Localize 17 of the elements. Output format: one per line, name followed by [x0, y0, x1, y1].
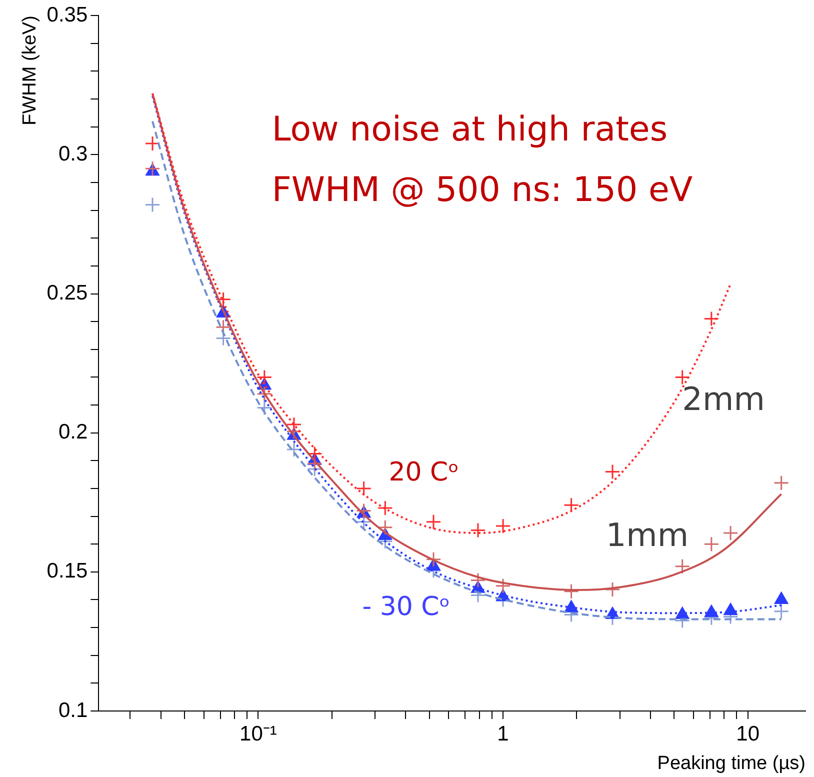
annotation: 20 Cᵒ — [388, 458, 459, 488]
annotation: 1mm — [606, 516, 689, 554]
annotation: Low noise at high rates — [272, 110, 668, 150]
y-tick-label: 0.1 — [58, 698, 88, 722]
x-tick-label: 1 — [497, 722, 509, 746]
y-tick-label: 0.2 — [58, 420, 88, 444]
annotation: - 30 Cᵒ — [362, 592, 450, 622]
x-tick-label: 10 — [736, 722, 760, 746]
y-tick-label: 0.25 — [46, 282, 88, 305]
y-tick-label: 0.3 — [58, 142, 88, 166]
y-tick-label: 0.15 — [46, 560, 88, 583]
y-tick-label: 0.35 — [46, 3, 88, 26]
y-axis-title: FWHM (keV) — [20, 16, 41, 126]
x-tick-label: 10⁻¹ — [240, 722, 277, 746]
annotation: FWHM @ 500 ns: 150 eV — [272, 170, 693, 210]
x-axis-title: Peaking time (µs) — [657, 752, 806, 774]
annotation: 2mm — [682, 380, 765, 418]
